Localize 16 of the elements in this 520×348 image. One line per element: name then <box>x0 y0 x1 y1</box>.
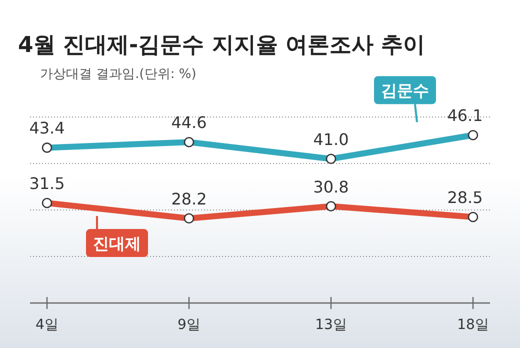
data-label: 30.8 <box>313 177 349 196</box>
x-tick-label: 18일 <box>457 317 489 333</box>
data-label: 46.1 <box>447 106 483 126</box>
chart-title: 4월 진대제-김문수 지지율 여론조사 추이 <box>18 33 426 58</box>
data-label: 28.2 <box>171 189 207 208</box>
data-label: 31.5 <box>29 174 65 194</box>
data-label: 28.5 <box>447 188 483 207</box>
chart-subtitle: 가상대결 결과임.(단위: %) <box>40 67 196 82</box>
text: 김문수 <box>381 81 429 100</box>
data-label: 41.0 <box>313 130 349 149</box>
x-tick-label: 4일 <box>36 317 58 333</box>
data-label: 43.4 <box>29 118 65 138</box>
x-tick-label: 13일 <box>315 317 347 333</box>
legend-label: 진대제 <box>93 234 141 254</box>
data-label: 44.6 <box>171 113 207 132</box>
x-tick-label: 9일 <box>178 317 200 333</box>
